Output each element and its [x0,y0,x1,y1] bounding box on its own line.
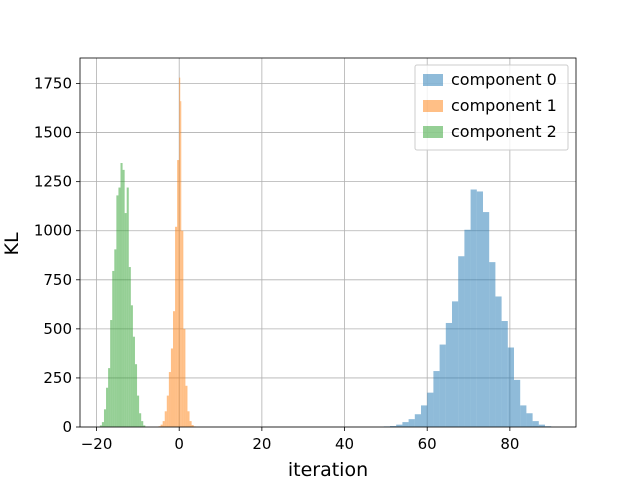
histogram-bar-component-0 [396,424,403,427]
histogram-bar-component-2 [132,336,135,427]
legend-label: component 0 [451,70,557,89]
histogram-bar-component-0 [501,321,508,427]
x-axis-label: iteration [288,459,368,480]
histogram-bar-component-1 [173,311,176,427]
x-tick-label: −20 [81,435,113,453]
histogram-bar-component-0 [458,256,465,427]
histogram-bar-component-0 [495,296,502,427]
histogram-bar-component-2 [118,187,121,427]
legend-swatch [423,126,443,138]
histogram-bar-component-0 [427,392,434,427]
histogram-bar-component-1 [164,411,167,427]
histogram-bar-component-0 [445,322,452,427]
histogram-bar-component-2 [122,169,125,427]
histogram-bar-component-2 [137,395,140,427]
legend-box [414,64,569,151]
histogram-bar-component-1 [189,421,192,427]
x-tick-label: 40 [335,435,354,453]
x-tick-label: 0 [174,435,184,453]
x-tick-label: 80 [500,435,519,453]
y-tick-label: 1000 [34,222,72,240]
y-tick-label: 1500 [34,124,72,142]
histogram-bar-component-1 [180,101,182,428]
x-tick-label: 20 [252,435,271,453]
histogram-bar-component-2 [110,320,113,427]
histogram-bar-component-0 [526,413,533,427]
x-axis: −20 0 20 40 60 80 [81,427,519,453]
histogram-bar-component-2 [120,163,123,427]
histogram-bar-component-1 [175,226,178,427]
histogram-bar-component-2 [128,267,131,427]
histogram-bar-component-0 [390,426,397,427]
histogram-bar-component-1 [183,328,186,427]
histogram-bar-component-1 [168,372,171,427]
histogram-bar-component-2 [116,195,119,427]
histogram-bar-component-1 [162,421,165,427]
y-tick-label: 1250 [34,173,72,191]
histogram-bar-component-0 [439,344,446,427]
legend-label: component 1 [451,96,557,115]
histogram-bar-component-2 [143,425,146,427]
histogram-bar-component-1 [181,230,184,427]
histogram-bar-component-2 [139,413,142,427]
histogram-bar-component-0 [507,347,514,427]
histogram-bar-component-2 [126,187,129,427]
plot-frame [79,57,577,428]
histogram-bar-component-1 [170,348,173,427]
y-tick-label: 1750 [34,75,72,93]
histogram-bar-component-0 [489,262,496,427]
x-tick-label: 60 [418,435,437,453]
histogram-bar-component-1 [177,160,180,427]
y-tick-label: 500 [43,320,72,338]
histogram-bar-component-2 [103,409,107,427]
y-tick-label: 750 [43,271,72,289]
y-axis: 0 250 500 750 1000 1250 1500 1750 [34,75,80,436]
histogram-bar-component-0 [464,229,471,427]
histogram-bar-component-2 [124,213,127,427]
histogram-bar-component-1 [185,385,188,427]
histogram-bar-component-2 [134,364,138,427]
histogram-bar-component-0 [402,422,409,427]
y-tick-label: 0 [62,418,72,436]
histogram-bar-component-2 [101,422,104,427]
histogram-bar-component-0 [408,419,415,427]
histogram-bar-component-0 [452,301,459,427]
histogram-bar-component-2 [114,249,117,427]
legend: component 0 component 1 component 2 [414,64,569,151]
histogram-bar-component-1 [166,395,169,427]
histogram-bar-component-0 [421,405,428,427]
histogram-bar-component-2 [106,387,109,427]
histogram-bar-component-1 [187,411,190,427]
y-tick-label: 250 [43,369,72,387]
legend-label: component 2 [451,122,557,141]
histogram-bar-component-0 [433,371,440,427]
histogram-bar-component-0 [514,379,521,427]
y-axis-label: KL [1,232,23,255]
histogram-bar-component-2 [108,368,111,427]
histogram-bar-component-1 [191,425,194,427]
histogram-bar-component-2 [112,270,115,427]
histogram-bar-component-2 [141,421,144,427]
histogram-bar-component-0 [520,405,527,427]
histogram-bar-component-0 [476,191,483,427]
histogram-bar-component-0 [532,421,539,427]
histogram-bar-component-2 [130,305,133,427]
legend-swatch [423,100,443,112]
histogram-bar-component-2 [99,425,102,427]
histogram-bar-component-0 [470,189,477,427]
histogram-bar-component-0 [483,212,490,427]
histogram-bar-component-1 [160,424,163,427]
histogram-bar-component-1 [179,77,181,428]
histogram-bar-component-0 [414,414,421,427]
legend-swatch [423,74,443,86]
histogram-bar-component-0 [538,424,545,427]
